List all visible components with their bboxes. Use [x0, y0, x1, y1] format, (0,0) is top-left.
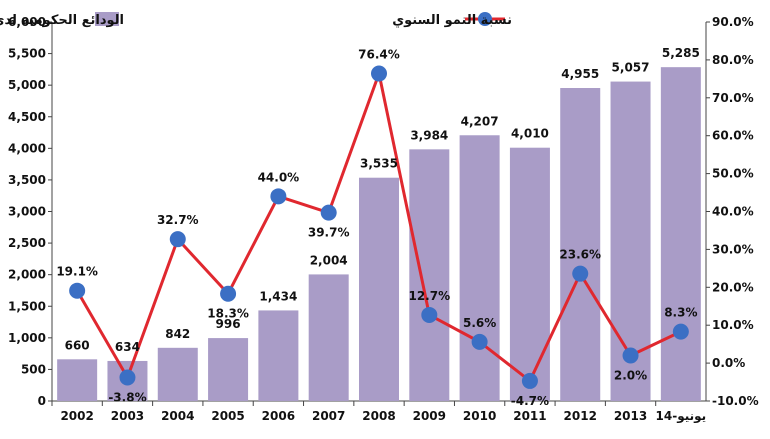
bar [308, 274, 349, 401]
y-left-tick-label: 5,500 [8, 47, 46, 61]
growth-line-series [69, 65, 689, 389]
bars [57, 67, 701, 402]
y-right-tick-label: 0.0% [712, 356, 745, 370]
growth-marker [521, 372, 538, 389]
bar [509, 147, 550, 401]
x-tick-label: 2004 [161, 409, 194, 423]
bar-value-label: 2,004 [310, 253, 348, 267]
bar [409, 149, 450, 401]
x-tick-label: 2012 [564, 409, 597, 423]
y-left-tick-label: 2,500 [8, 236, 46, 250]
growth-value-label: 12.7% [408, 289, 450, 303]
y-left-tick-label: 4,000 [8, 141, 46, 155]
y-left-tick-label: 1,500 [8, 299, 46, 313]
legend-swatch-bar [95, 12, 119, 26]
growth-value-label: 32.7% [157, 213, 199, 227]
x-tick-label: 2013 [614, 409, 647, 423]
growth-value-label: 44.0% [258, 170, 300, 184]
x-tick-label: 2007 [312, 409, 345, 423]
growth-marker [572, 265, 589, 282]
bar-value-label: 996 [216, 317, 241, 331]
y-right-tick-label: 50.0% [712, 167, 754, 181]
x-tick-label: 2009 [413, 409, 446, 423]
y-left-tick-label: 500 [21, 362, 46, 376]
growth-value-label: 39.7% [308, 226, 350, 240]
bar [208, 338, 249, 401]
growth-value-label: 18.3% [207, 307, 249, 321]
growth-marker [672, 323, 689, 340]
y-right-tick-label: 90.0% [712, 15, 754, 29]
bar [560, 88, 601, 402]
bar-value-label: 5,285 [662, 46, 700, 60]
growth-marker [119, 369, 136, 386]
axes: 0 500 1,000 1,500 2,000 2,500 3,000 3,500 4,000 4… [8, 15, 759, 424]
growth-value-label: 2.0% [614, 369, 647, 383]
growth-value-label: 8.3% [664, 306, 697, 320]
y-left-tick-label: 0 [38, 394, 46, 408]
y-right-tick-label: -10.0% [712, 394, 759, 408]
bar [660, 67, 701, 401]
bar-value-label: 660 [65, 338, 90, 352]
legend-swatch-marker [478, 12, 492, 26]
y-right-tick-label: 70.0% [712, 91, 754, 105]
y-right-tick-label: 10.0% [712, 318, 754, 332]
x-tick-label: 2003 [111, 409, 144, 423]
bar [459, 135, 500, 402]
bar-value-label: 5,057 [612, 61, 650, 75]
y-right-tick-label: 40.0% [712, 205, 754, 219]
growth-value-label: 23.6% [559, 248, 601, 262]
growth-marker [320, 204, 337, 221]
x-tick-label: 2011 [513, 409, 546, 423]
bar-value-label: 3,984 [410, 128, 448, 142]
y-left-tick-label: 5,000 [8, 78, 46, 92]
growth-value-label: -4.7% [511, 394, 549, 408]
bar [359, 177, 399, 401]
x-tick-label: 2006 [262, 409, 295, 423]
x-tick-label: 2008 [362, 409, 395, 423]
data-labels: 660 634 842 996 1,434 2,004 3,535 3,984 4,207 4,0… [56, 46, 699, 408]
y-left-tick-label: 1,000 [8, 331, 46, 345]
x-tick-label: يونيو-14 [656, 409, 707, 424]
bar [157, 347, 198, 401]
growth-marker [220, 285, 237, 302]
growth-value-label: 19.1% [56, 265, 98, 279]
y-left-tick-label: 6,000 [8, 15, 46, 29]
legend-label-line: نسبة النمو السنوي [392, 13, 512, 28]
growth-value-label: 5.6% [463, 316, 496, 330]
growth-marker [270, 188, 287, 205]
bar-value-label: 4,010 [511, 127, 549, 141]
bar-value-label: 634 [115, 340, 140, 354]
y-left-tick-label: 3,000 [8, 205, 46, 219]
legend-label-bar: الودائع الحكومية لدى البنوك الكويتية (مل… [0, 13, 124, 28]
growth-marker [471, 333, 488, 350]
bar-value-label: 4,207 [461, 114, 499, 128]
bar-value-label: 3,535 [360, 157, 398, 171]
growth-marker [169, 231, 186, 248]
growth-marker [622, 347, 639, 364]
legend: الودائع الحكومية لدى البنوك الكويتية (مل… [0, 12, 512, 28]
y-right-tick-label: 30.0% [712, 242, 754, 256]
growth-value-label: -3.8% [108, 391, 146, 405]
x-tick-label: 2010 [463, 409, 496, 423]
y-left-tick-label: 4,500 [8, 110, 46, 124]
bar [258, 310, 299, 401]
y-left-tick-label: 2,000 [8, 268, 46, 282]
y-right-tick-label: 80.0% [712, 53, 754, 67]
growth-marker [421, 306, 438, 323]
bar [57, 359, 98, 401]
y-right-tick-label: 60.0% [712, 129, 754, 143]
growth-value-label: 76.4% [358, 48, 400, 62]
y-left-tick-label: 3,500 [8, 173, 46, 187]
bar-value-label: 842 [165, 327, 190, 341]
y-right-tick-label: 20.0% [712, 280, 754, 294]
growth-marker [69, 282, 86, 299]
x-tick-label: 2005 [211, 409, 244, 423]
growth-marker [371, 65, 387, 82]
bar-value-label: 4,955 [561, 67, 599, 81]
x-tick-label: 2002 [60, 409, 93, 423]
bar-value-label: 1,434 [259, 289, 297, 303]
